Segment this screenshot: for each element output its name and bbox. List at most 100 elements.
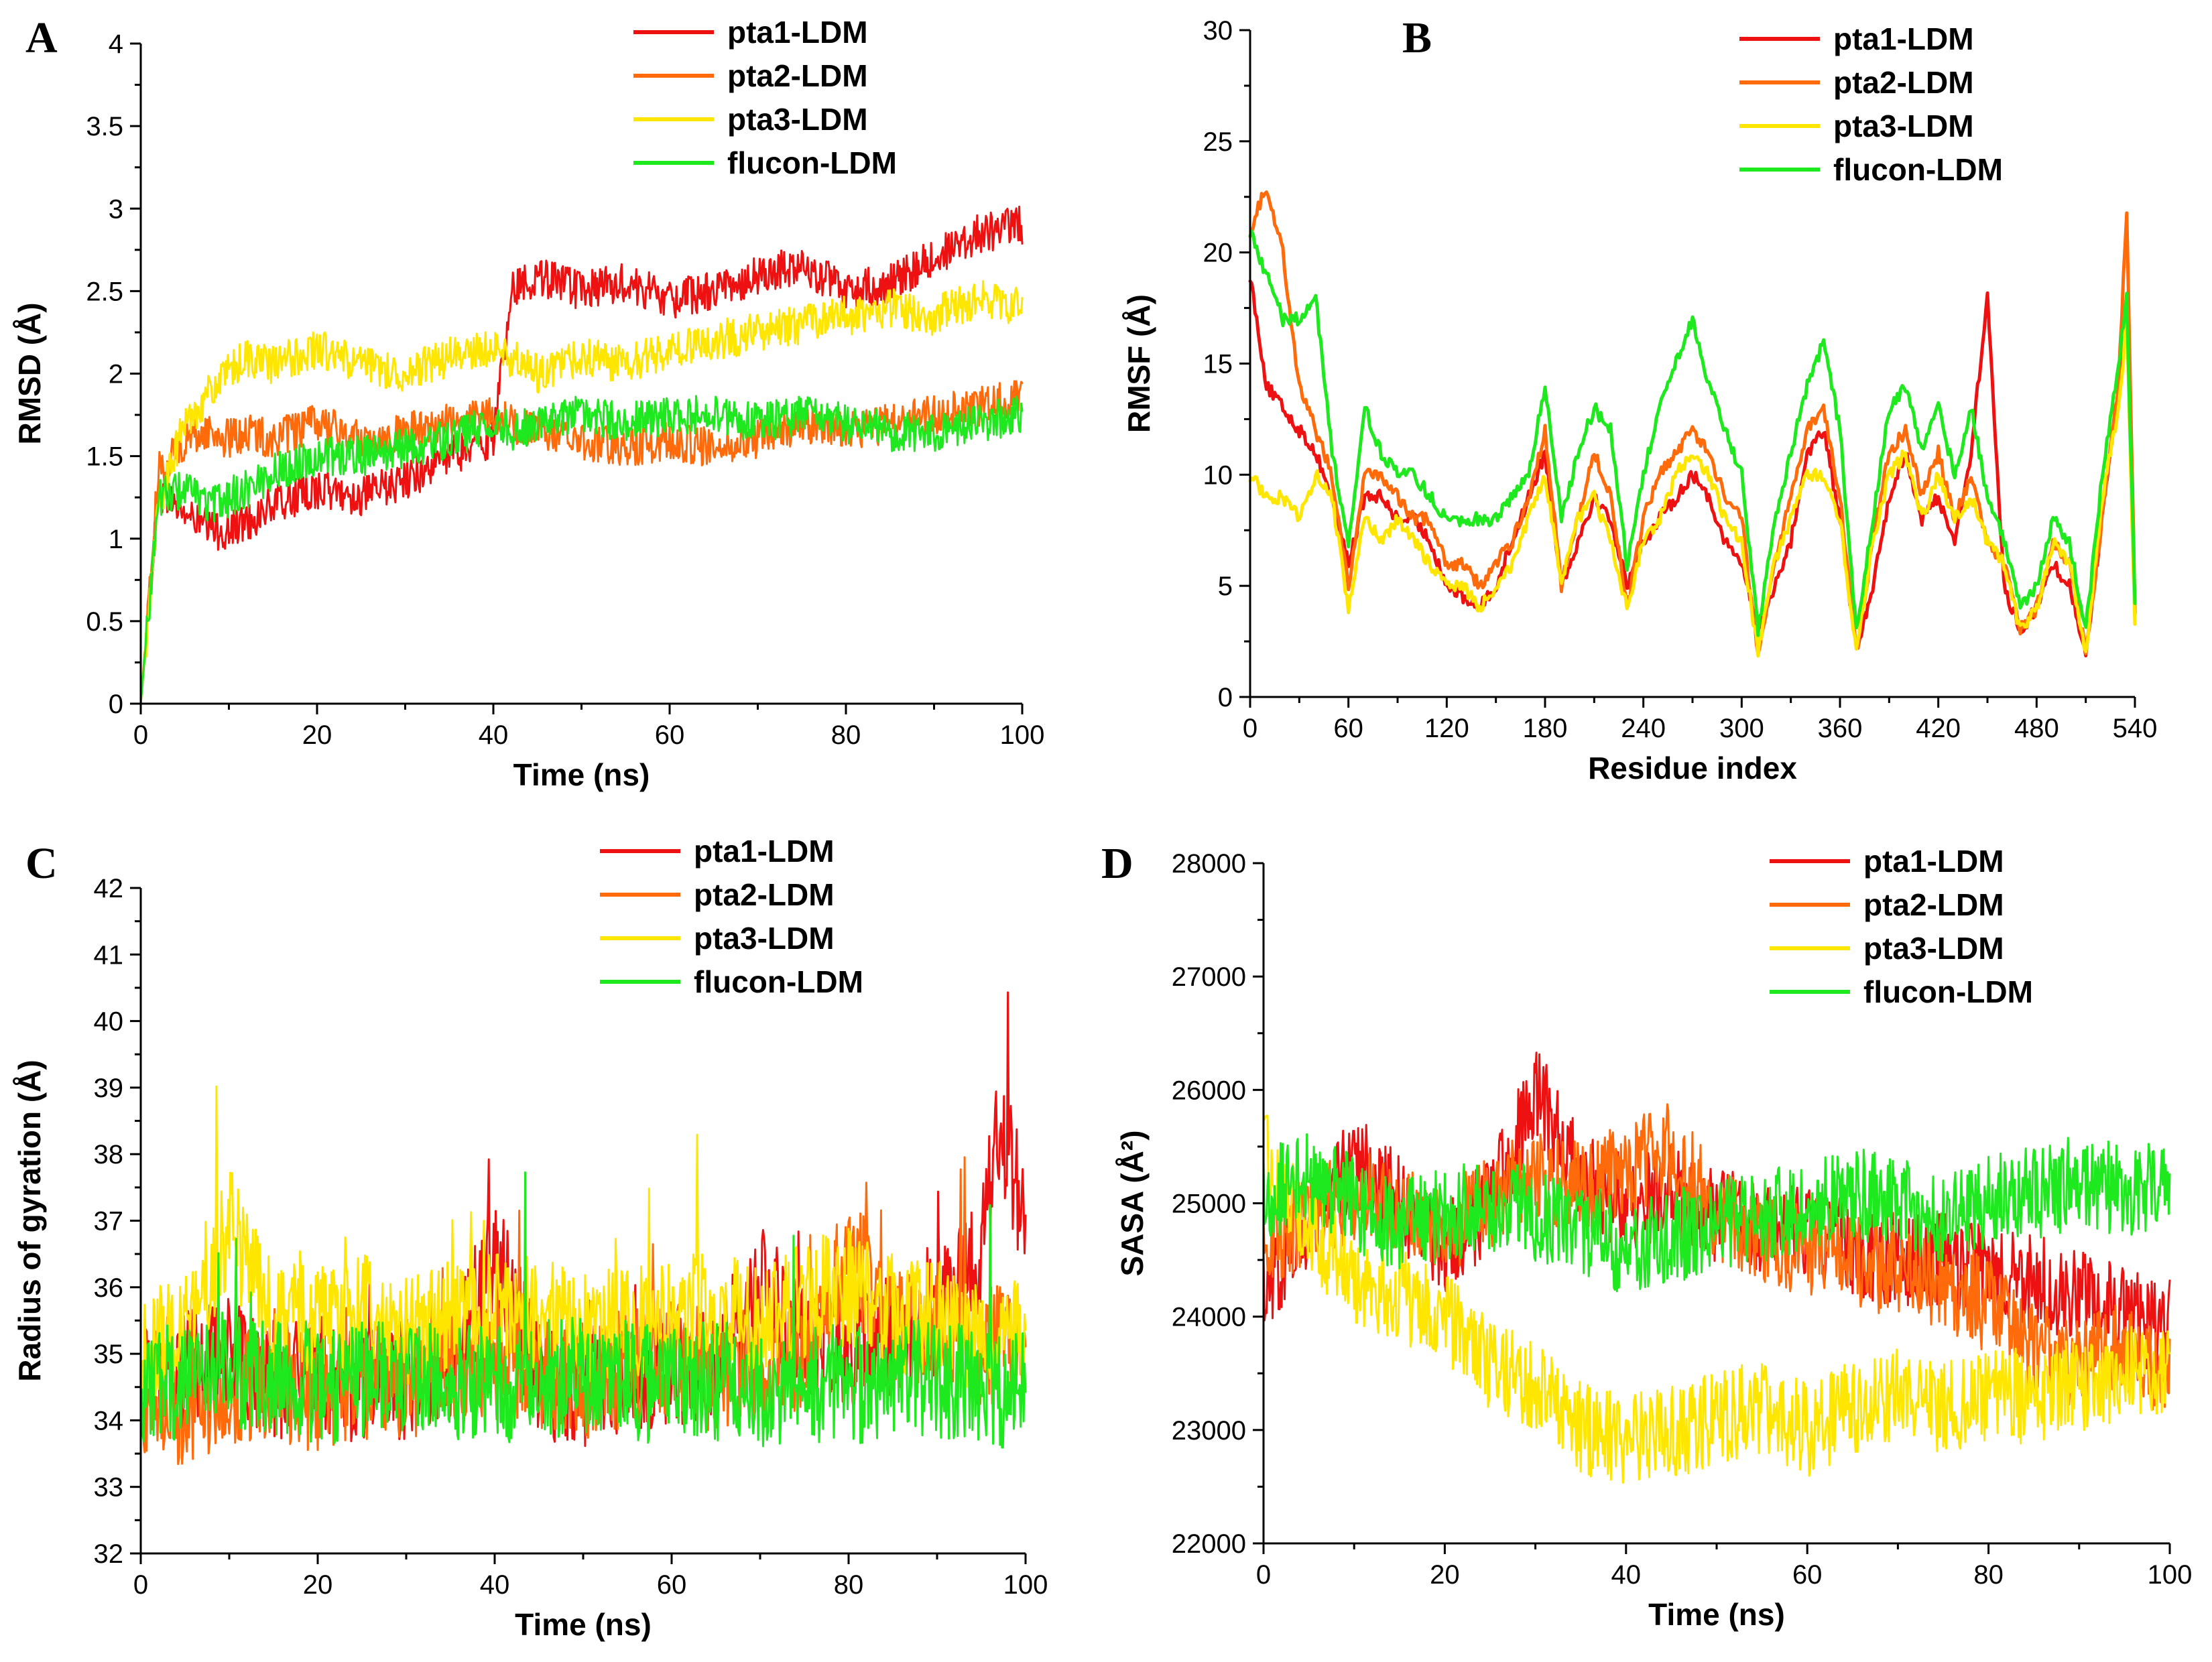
y-tick-label: 2	[109, 360, 123, 389]
x-tick-label: 40	[480, 1570, 510, 1600]
y-tick-label: 10	[1203, 460, 1233, 490]
legend-entry: pta1-LDM	[1863, 844, 2004, 879]
series-line-pta1-ldm	[1248, 279, 2137, 657]
x-tick-label: 0	[1243, 714, 1257, 743]
panel-c: C 0 20 40 60 80 100 32 33 34 35 36 37 38 39 40 41 42 Time …	[12, 834, 1048, 1642]
x-tick-label: 20	[1430, 1560, 1460, 1590]
legend-entry: flucon-LDM	[1833, 152, 2003, 187]
y-tick-label: 22000	[1172, 1529, 1246, 1559]
legend-entry: flucon-LDM	[694, 964, 863, 999]
x-tick-label: 60	[1333, 714, 1363, 743]
x-tick-label: 0	[1256, 1560, 1271, 1590]
y-tick-label: 42	[94, 874, 124, 903]
x-tick-label: 60	[1792, 1560, 1823, 1590]
series-line-pta2-ldm	[139, 380, 1024, 705]
x-tick-label: 180	[1523, 714, 1568, 743]
y-tick-label: 15	[1203, 350, 1233, 379]
y-tick-label: 1	[109, 525, 123, 554]
series-line-flucon-ldm	[139, 1171, 1027, 1449]
legend-entry: pta3-LDM	[1863, 931, 2004, 966]
x-tick-label: 20	[303, 1570, 333, 1600]
legend-entry: pta3-LDM	[1833, 109, 1974, 143]
y-tick-label: 25000	[1172, 1190, 1246, 1219]
legend-entry: flucon-LDM	[727, 145, 897, 180]
legend: pta1-LDM pta2-LDM pta3-LDM flucon-LDM	[1770, 844, 2033, 1009]
x-tick-label: 100	[1000, 720, 1045, 750]
y-tick-label: 40	[94, 1007, 124, 1037]
y-tick-label: 20	[1203, 239, 1233, 268]
y-tick-label: 3	[109, 194, 123, 224]
series-line-pta3-ldm	[1262, 1114, 2171, 1484]
x-tick-label: 0	[133, 1570, 148, 1600]
y-tick-label: 32	[94, 1539, 124, 1569]
x-tick-label: 20	[302, 720, 332, 750]
legend: pta1-LDM pta2-LDM pta3-LDM flucon-LDM	[1739, 21, 2003, 187]
y-axis-label: RMSD (Å)	[12, 302, 47, 444]
panel-b: B 0 60 120 180 240 300 360 420 480 540 0 5 10 15 20 25 30…	[1121, 13, 2157, 785]
x-tick-label: 40	[479, 720, 509, 750]
series-line-pta2-ldm	[1248, 190, 2137, 656]
x-tick-label: 420	[1916, 714, 1961, 743]
legend: pta1-LDM pta2-LDM pta3-LDM flucon-LDM	[633, 15, 897, 180]
x-tick-label: 480	[2014, 714, 2059, 743]
legend-entry: pta1-LDM	[727, 15, 868, 50]
x-tick-label: 360	[1818, 714, 1863, 743]
legend-entry: pta3-LDM	[727, 102, 868, 137]
x-tick-label: 300	[1719, 714, 1764, 743]
x-tick-label: 60	[657, 1570, 687, 1600]
y-tick-label: 4	[109, 29, 123, 59]
y-tick-label: 37	[94, 1207, 124, 1236]
panel-letter: A	[25, 13, 58, 62]
y-tick-label: 39	[94, 1074, 124, 1103]
panel-a: A 0 20 40 60 80 100 0 0.5 1 1.5 2 2.5 3 3.5 4 Time (ns) R…	[12, 13, 1044, 792]
x-axis-label: Time (ns)	[1648, 1597, 1785, 1632]
y-tick-label: 1.5	[86, 442, 123, 472]
y-tick-label: 33	[94, 1473, 124, 1503]
series-line-pta1-ldm	[139, 205, 1024, 705]
y-tick-label: 36	[94, 1273, 124, 1303]
x-tick-label: 0	[133, 720, 148, 750]
y-tick-label: 27000	[1172, 962, 1246, 992]
x-tick-label: 60	[655, 720, 685, 750]
y-tick-label: 24000	[1172, 1303, 1246, 1332]
x-tick-label: 120	[1424, 714, 1469, 743]
x-axis-label: Time (ns)	[513, 757, 650, 792]
y-tick-label: 35	[94, 1340, 124, 1369]
x-axis-label: Time (ns)	[515, 1607, 652, 1642]
x-tick-label: 80	[1973, 1560, 2004, 1590]
series-line-pta3-ldm	[1248, 311, 2137, 658]
panel-d: D 0 20 40 60 80 100 22000 23000 24000 25000 26000 27…	[1101, 839, 2192, 1632]
y-tick-label: 26000	[1172, 1076, 1246, 1105]
panel-letter: B	[1402, 13, 1432, 62]
legend-entry: pta2-LDM	[694, 877, 835, 912]
y-tick-label: 5	[1218, 572, 1233, 601]
legend-entry: pta2-LDM	[727, 58, 868, 93]
y-tick-label: 0.5	[86, 607, 123, 637]
y-tick-label: 30	[1203, 16, 1233, 46]
y-tick-label: 3.5	[86, 112, 123, 141]
series-line-flucon-ldm	[139, 395, 1024, 705]
x-tick-label: 540	[2113, 714, 2158, 743]
x-tick-label: 40	[1611, 1560, 1642, 1590]
y-tick-label: 28000	[1172, 849, 1246, 879]
legend-entry: flucon-LDM	[1863, 974, 2033, 1009]
y-tick-label: 0	[109, 690, 123, 719]
y-tick-label: 2.5	[86, 277, 123, 306]
y-axis-label: Radius of gyration (Å)	[12, 1060, 47, 1381]
y-axis-label: RMSF (Å)	[1121, 294, 1156, 433]
legend-entry: pta2-LDM	[1833, 65, 1974, 100]
legend-entry: pta1-LDM	[694, 834, 835, 869]
y-tick-label: 23000	[1172, 1416, 1246, 1446]
legend: pta1-LDM pta2-LDM pta3-LDM flucon-LDM	[600, 834, 863, 999]
panel-letter: C	[25, 839, 58, 888]
panel-letter: D	[1101, 839, 1133, 888]
legend-entry: pta2-LDM	[1863, 887, 2004, 922]
y-tick-label: 25	[1203, 127, 1233, 157]
series-line-flucon-ldm	[1262, 1133, 2171, 1293]
x-tick-label: 80	[831, 720, 861, 750]
series-line-pta3-ldm	[139, 280, 1024, 705]
y-tick-label: 0	[1218, 683, 1233, 712]
x-tick-label: 240	[1621, 714, 1666, 743]
y-tick-label: 41	[94, 940, 124, 970]
